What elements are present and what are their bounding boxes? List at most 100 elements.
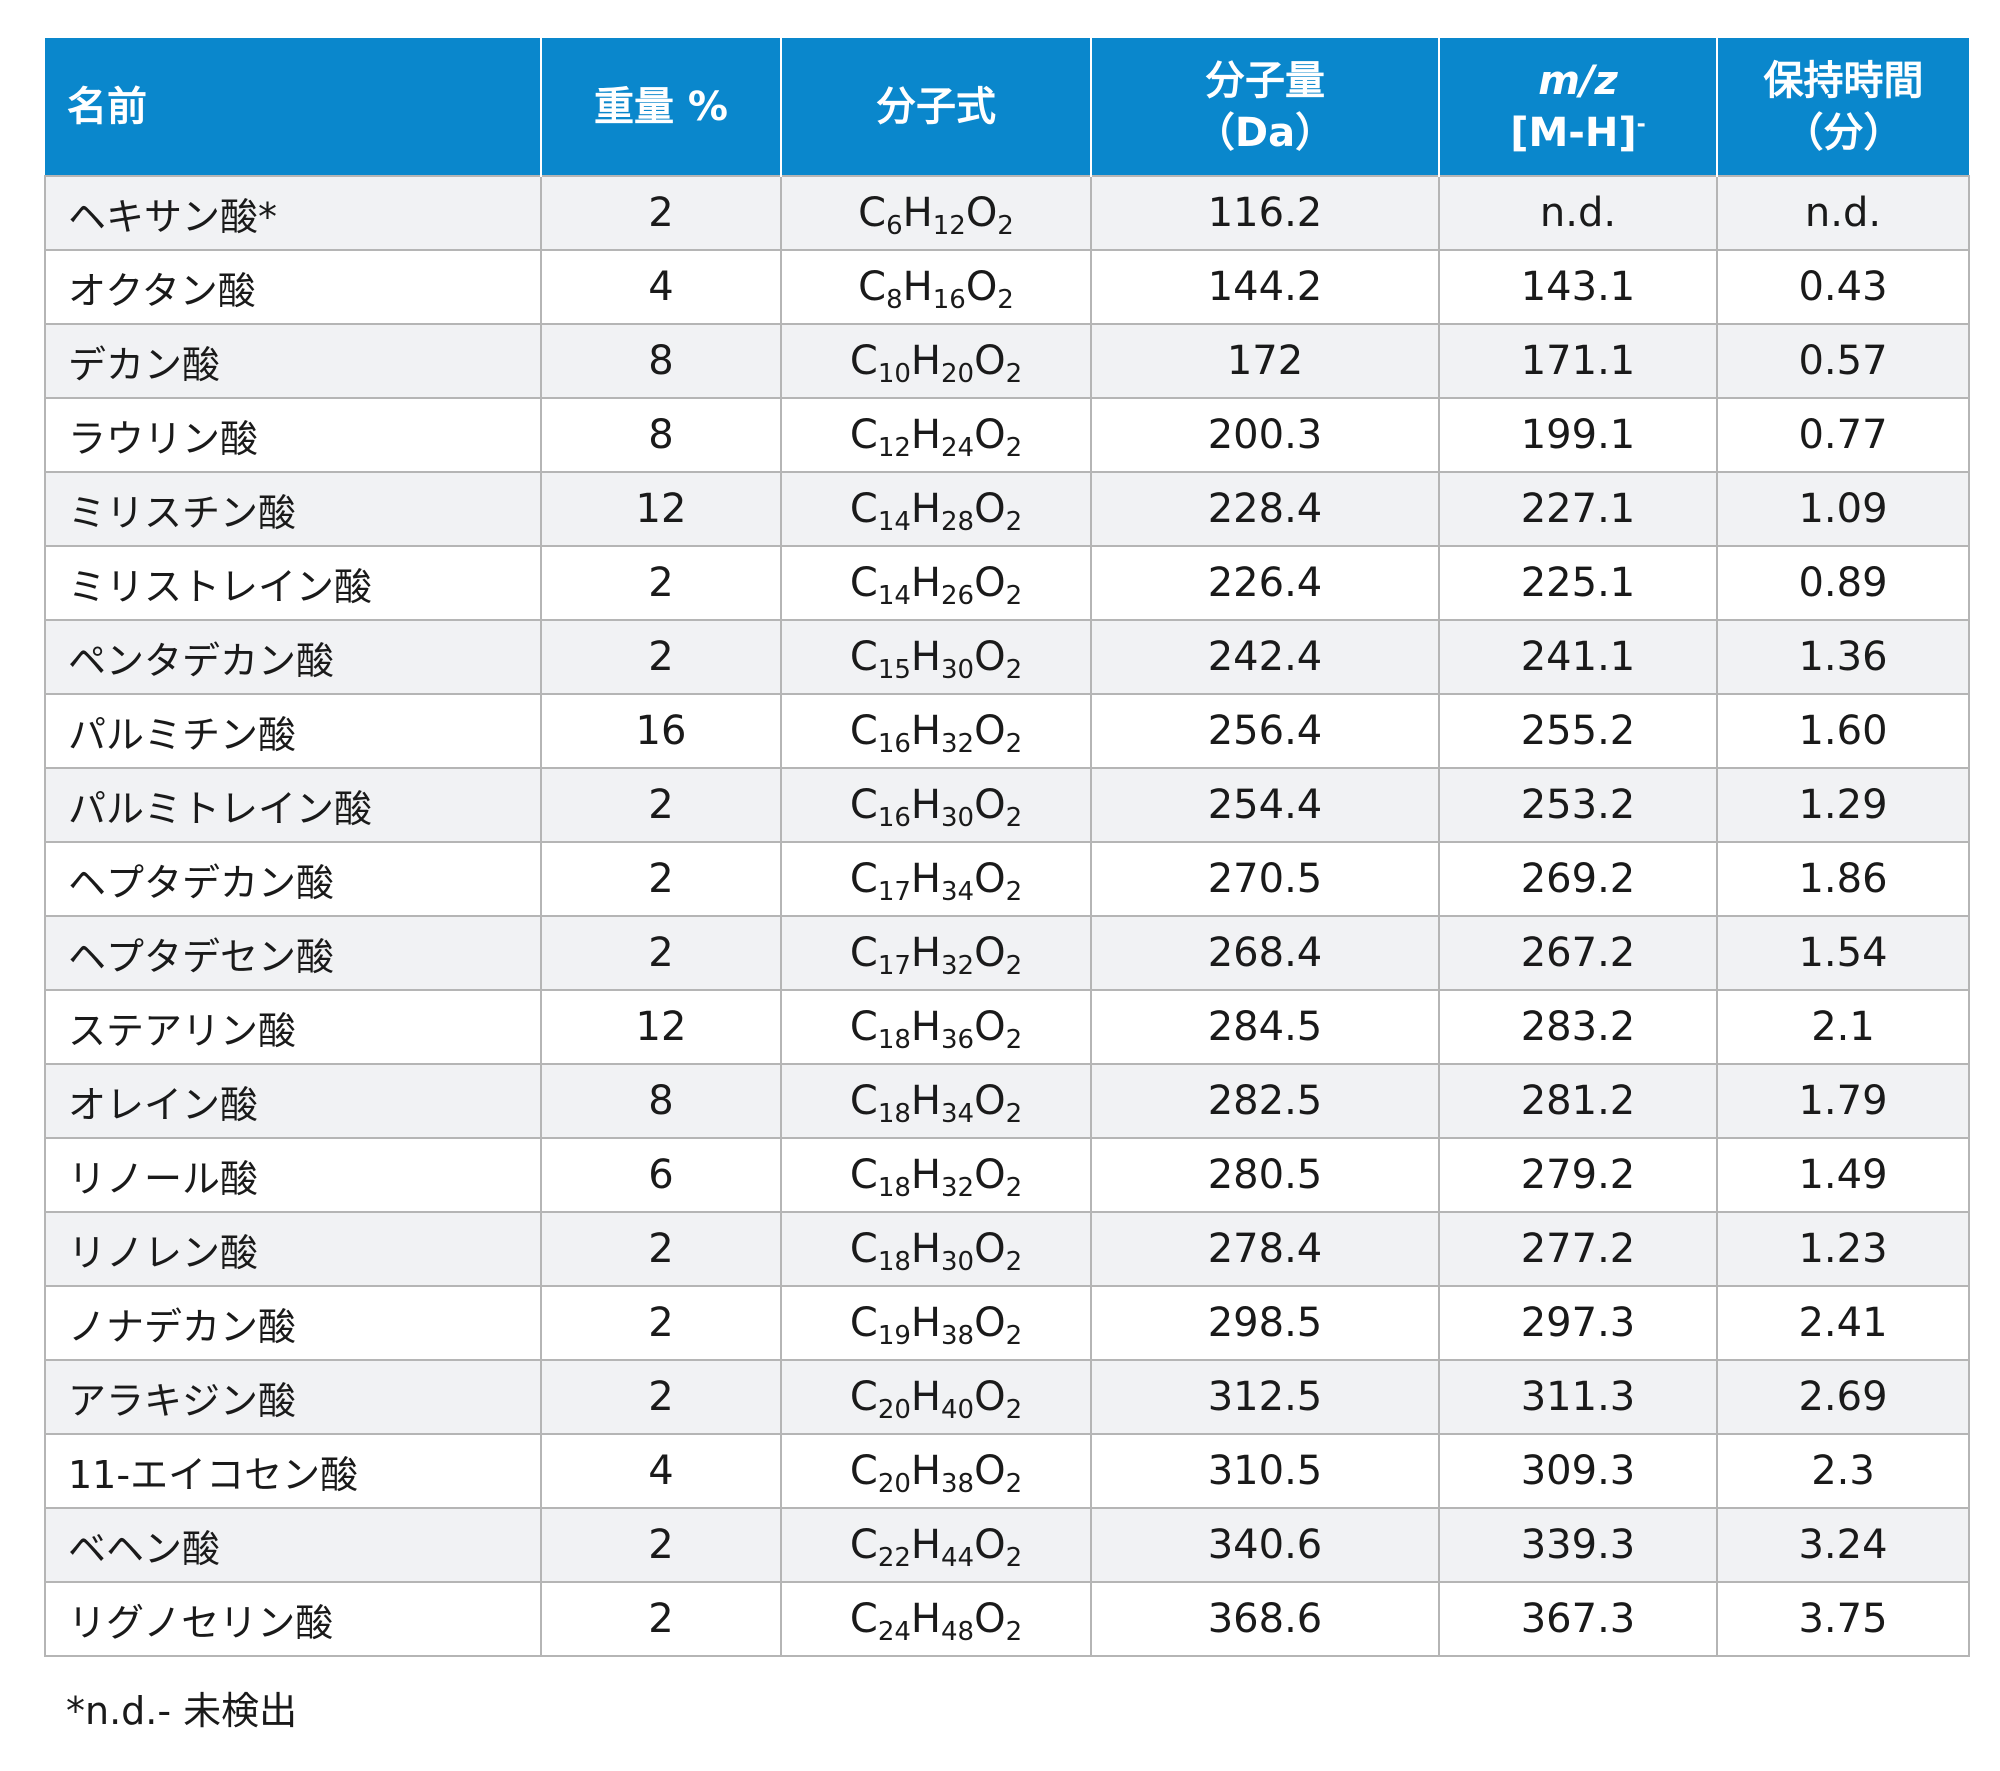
cell-weight: 4 [540, 1433, 782, 1509]
formula-subscript: 34 [940, 877, 975, 907]
formula-element: O [974, 856, 1006, 902]
cell-retention-time: 1.60 [1716, 693, 1970, 769]
formula-subscript: 17 [877, 951, 911, 981]
formula-subscript: 17 [877, 877, 911, 907]
header-retention-time: 保持時間 （分） [1716, 38, 1969, 176]
table-row: ミリストレイン酸 2 C14H26O2 226.4 225.1 0.89 [44, 545, 1970, 621]
formula-subscript: 48 [940, 1617, 975, 1647]
formula-element: C [849, 1374, 878, 1420]
cell-mz: 255.2 [1438, 693, 1718, 769]
formula-element: C [849, 1448, 878, 1494]
cell-mz: 279.2 [1438, 1137, 1718, 1213]
formula-subscript: 2 [1005, 1395, 1023, 1425]
cell-formula: C22H44O2 [780, 1507, 1092, 1583]
cell-molecular-weight: 280.5 [1090, 1137, 1440, 1213]
formula-element: C [849, 856, 878, 902]
cell-formula: C14H26O2 [780, 545, 1092, 621]
formula-element: H [910, 856, 941, 902]
table-row: ヘキサン酸* 2 C6H12O2 116.2 n.d. n.d. [44, 175, 1970, 251]
cell-molecular-weight: 256.4 [1090, 693, 1440, 769]
formula-element: O [965, 264, 998, 310]
formula-subscript: 6 [886, 211, 903, 241]
cell-weight: 6 [540, 1137, 782, 1213]
formula-element: O [974, 1152, 1006, 1198]
cell-mz: 339.3 [1438, 1507, 1718, 1583]
formula-subscript: 2 [1005, 1617, 1023, 1647]
table-header: 名前 重量 % 分子式 分子量 （Da） m/z [M-H]- 保持時間 （分） [45, 38, 1969, 176]
cell-retention-time: 1.79 [1716, 1063, 1970, 1139]
cell-retention-time: 0.43 [1716, 249, 1970, 325]
formula-element: H [910, 1226, 941, 1272]
cell-retention-time: 0.89 [1716, 545, 1970, 621]
cell-retention-time: 0.77 [1716, 397, 1970, 473]
cell-mz: 283.2 [1438, 989, 1718, 1065]
table-row: ベヘン酸 2 C22H44O2 340.6 339.3 3.24 [44, 1507, 1970, 1583]
formula-subscript: 30 [940, 655, 975, 685]
cell-formula: C19H38O2 [780, 1285, 1092, 1361]
formula-element: C [849, 1004, 878, 1050]
formula-element: C [849, 560, 878, 606]
cell-name: ペンタデカン酸 [44, 619, 542, 695]
cell-name: オクタン酸 [44, 249, 542, 325]
formula-element: H [902, 264, 933, 310]
cell-name: リノレン酸 [44, 1211, 542, 1287]
cell-name: ヘキサン酸* [44, 175, 542, 251]
formula-subscript: 18 [877, 1025, 911, 1055]
formula-element: O [974, 486, 1006, 532]
cell-molecular-weight: 284.5 [1090, 989, 1440, 1065]
formula-subscript: 2 [1005, 1321, 1023, 1351]
table-row: アラキジン酸 2 C20H40O2 312.5 311.3 2.69 [44, 1359, 1970, 1435]
table-row: デカン酸 8 C10H20O2 172 171.1 0.57 [44, 323, 1970, 399]
formula-element: H [910, 338, 941, 384]
cell-mz: 311.3 [1438, 1359, 1718, 1435]
formula-subscript: 2 [1005, 359, 1023, 389]
cell-formula: C8H16O2 [780, 249, 1092, 325]
cell-molecular-weight: 116.2 [1090, 175, 1440, 251]
formula-subscript: 16 [932, 285, 966, 315]
cell-weight: 12 [540, 471, 782, 547]
formula-subscript: 16 [877, 803, 911, 833]
cell-molecular-weight: 312.5 [1090, 1359, 1440, 1435]
formula-subscript: 18 [877, 1173, 911, 1203]
cell-molecular-weight: 172 [1090, 323, 1440, 399]
table-row: オクタン酸 4 C8H16O2 144.2 143.1 0.43 [44, 249, 1970, 325]
cell-formula: C16H32O2 [780, 693, 1092, 769]
table-body: ヘキサン酸* 2 C6H12O2 116.2 n.d. n.d. オクタン酸 4 C8H16O2… [44, 175, 1970, 1657]
cell-formula: C12H24O2 [780, 397, 1092, 473]
table-row: ヘプタデカン酸 2 C17H34O2 270.5 269.2 1.86 [44, 841, 1970, 917]
cell-weight: 8 [540, 1063, 782, 1139]
header-name: 名前 [45, 38, 541, 176]
formula-element: O [974, 560, 1006, 606]
formula-element: H [910, 1004, 941, 1050]
cell-weight: 16 [540, 693, 782, 769]
formula-element: H [910, 486, 941, 532]
cell-weight: 4 [540, 249, 782, 325]
cell-weight: 2 [540, 1211, 782, 1287]
cell-name: ステアリン酸 [44, 989, 542, 1065]
formula-subscript: 15 [877, 655, 911, 685]
formula-subscript: 38 [940, 1321, 975, 1351]
cell-retention-time: 1.23 [1716, 1211, 1970, 1287]
formula-element: O [974, 1448, 1006, 1494]
formula-subscript: 18 [877, 1247, 911, 1277]
cell-mz: 227.1 [1438, 471, 1718, 547]
cell-weight: 2 [540, 619, 782, 695]
cell-mz: 269.2 [1438, 841, 1718, 917]
table-row: リノレン酸 2 C18H30O2 278.4 277.2 1.23 [44, 1211, 1970, 1287]
cell-weight: 2 [540, 1507, 782, 1583]
formula-subscript: 2 [1005, 1173, 1023, 1203]
cell-molecular-weight: 268.4 [1090, 915, 1440, 991]
formula-subscript: 19 [877, 1321, 911, 1351]
cell-name: ノナデカン酸 [44, 1285, 542, 1361]
cell-mz: 241.1 [1438, 619, 1718, 695]
cell-name: パルミチン酸 [44, 693, 542, 769]
cell-mz: 367.3 [1438, 1581, 1718, 1657]
formula-subscript: 30 [940, 1247, 975, 1277]
formula-element: C [849, 708, 878, 754]
formula-subscript: 22 [877, 1543, 911, 1573]
cell-molecular-weight: 242.4 [1090, 619, 1440, 695]
formula-element: H [910, 1596, 941, 1642]
cell-mz: 253.2 [1438, 767, 1718, 843]
cell-retention-time: 2.41 [1716, 1285, 1970, 1361]
cell-mz: 225.1 [1438, 545, 1718, 621]
